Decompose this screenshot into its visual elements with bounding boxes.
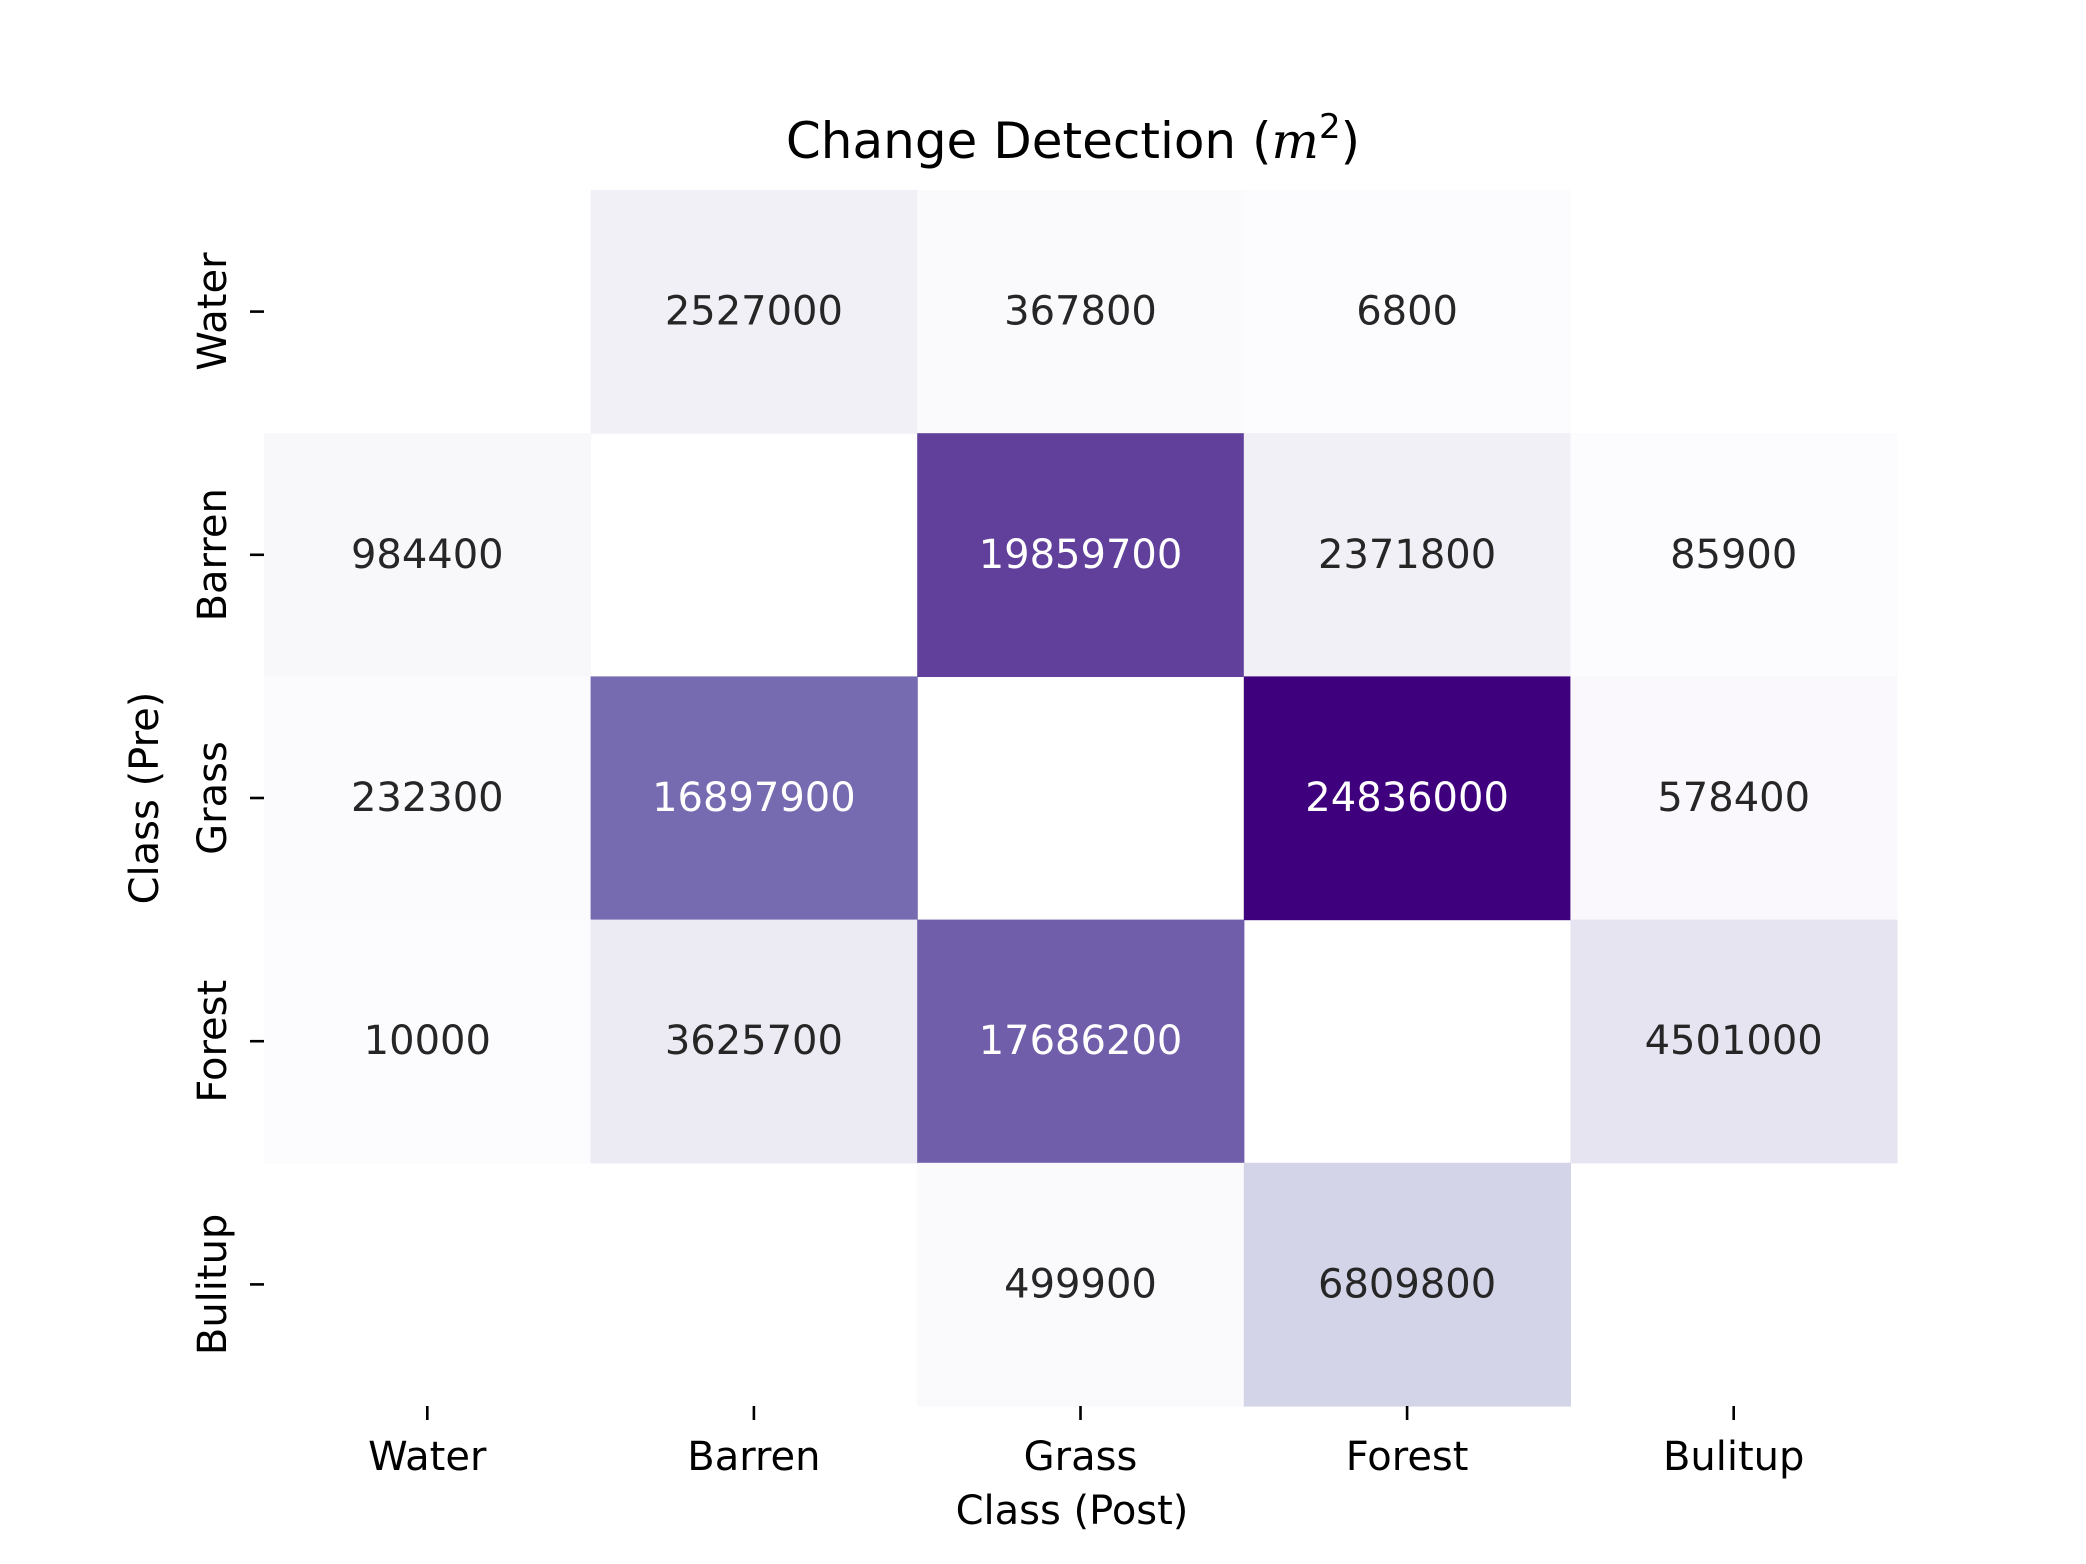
heatmap-cell-forest-to-grass bbox=[917, 919, 1245, 1164]
cell-value-label: 85900 bbox=[1670, 532, 1797, 578]
y-tick-label-forest: Forest bbox=[190, 980, 236, 1103]
cell-value-label: 10000 bbox=[364, 1018, 491, 1064]
heatmap-cell-barren-to-grass bbox=[917, 433, 1245, 677]
cell-value-label: 6800 bbox=[1356, 289, 1458, 335]
heatmap-cell-forest-to-barren bbox=[590, 919, 918, 1164]
heatmap-cell-grass-to-forest bbox=[1243, 676, 1571, 921]
chart-title-prefix: Change Detection ( bbox=[786, 112, 1272, 170]
cell-value-label: 16897900 bbox=[652, 775, 856, 821]
heatmap-cell-water-to-forest bbox=[1243, 190, 1571, 434]
heatmap-cells: 2527000 367800 6800 984400 19859700 2371800 85… bbox=[264, 190, 1898, 1407]
cell-value-label: 232300 bbox=[351, 775, 504, 821]
x-tick-label-forest: Forest bbox=[1346, 1434, 1469, 1480]
y-tick-label-water: Water bbox=[190, 252, 236, 371]
cell-value-label: 19859700 bbox=[979, 532, 1183, 578]
y-axis-label: Class (Pre) bbox=[122, 692, 168, 905]
x-tick-label-grass: Grass bbox=[1024, 1434, 1138, 1480]
heatmap-cell-water-to-barren bbox=[590, 190, 918, 434]
heatmap-cell-forest-to-water bbox=[264, 919, 592, 1164]
heatmap-cell-bulitup-to-forest bbox=[1243, 1162, 1571, 1407]
cell-value-label: 984400 bbox=[351, 532, 504, 578]
chart-title-suffix: ) bbox=[1341, 112, 1361, 170]
chart-title: Change Detection (m2) bbox=[786, 107, 1360, 170]
y-tick-label-bulitup: Bulitup bbox=[190, 1214, 236, 1355]
x-axis-label: Class (Post) bbox=[956, 1488, 1189, 1534]
chart-title-exponent: 2 bbox=[1319, 107, 1341, 147]
cell-value-label: 3625700 bbox=[665, 1018, 843, 1064]
heatmap-cell-grass-to-bulitup bbox=[1570, 676, 1898, 921]
x-tick-label-barren: Barren bbox=[687, 1434, 820, 1480]
heatmap-cell-barren-to-water bbox=[264, 433, 592, 677]
cell-value-label: 367800 bbox=[1004, 289, 1157, 335]
y-tick-label-barren: Barren bbox=[190, 488, 236, 621]
cell-value-label: 6809800 bbox=[1318, 1261, 1496, 1307]
heatmap-cell-bulitup-to-grass bbox=[917, 1162, 1245, 1407]
x-tick-label-bulitup: Bulitup bbox=[1663, 1434, 1804, 1480]
x-tick-label-water: Water bbox=[368, 1434, 487, 1480]
heatmap-cell-grass-to-barren bbox=[590, 676, 918, 921]
cell-value-label: 499900 bbox=[1004, 1261, 1157, 1307]
heatmap-cell-barren-to-bulitup bbox=[1570, 433, 1898, 677]
heatmap-cell-forest-to-bulitup bbox=[1570, 919, 1898, 1164]
cell-value-label: 4501000 bbox=[1645, 1018, 1823, 1064]
heatmap-cell-barren-to-forest bbox=[1243, 433, 1571, 677]
y-tick-label-grass: Grass bbox=[190, 741, 236, 855]
heatmap-cell-water-to-grass bbox=[917, 190, 1245, 434]
cell-value-label: 2527000 bbox=[665, 289, 843, 335]
axis-ticks: Water Barren Grass Forest Bulitup Water Barren… bbox=[190, 252, 1804, 1480]
cell-value-label: 17686200 bbox=[979, 1018, 1183, 1064]
cell-value-label: 24836000 bbox=[1305, 775, 1509, 821]
cell-value-label: 578400 bbox=[1657, 775, 1810, 821]
chart-title-variable: m bbox=[1272, 112, 1319, 170]
cell-value-label: 2371800 bbox=[1318, 532, 1496, 578]
heatmap-cell-grass-to-water bbox=[264, 676, 592, 921]
